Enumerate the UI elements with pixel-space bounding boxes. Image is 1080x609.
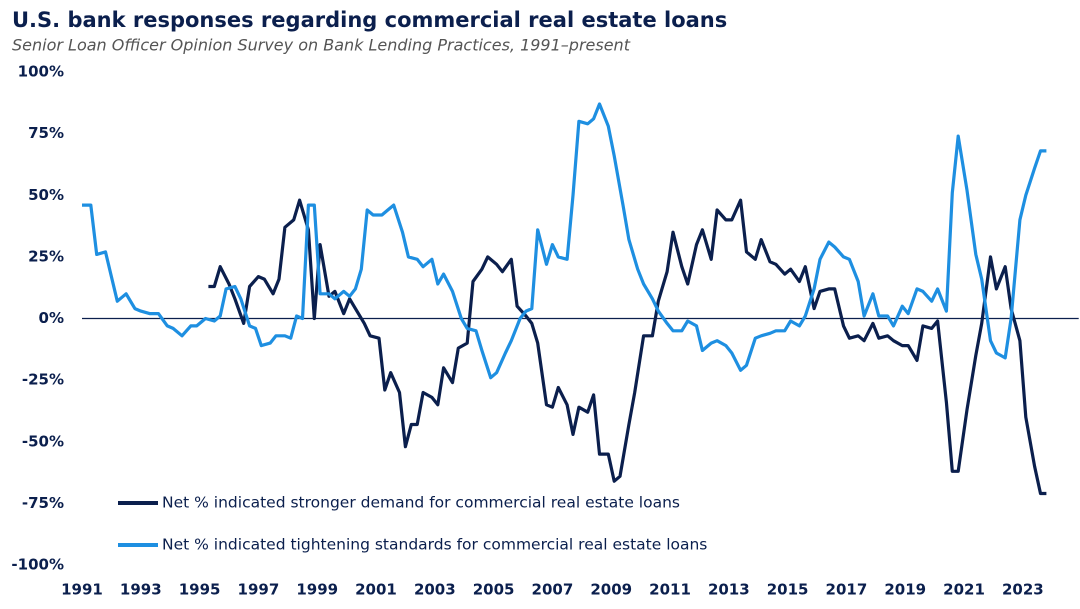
- chart-title: U.S. bank responses regarding commercial…: [12, 8, 727, 32]
- y-tick-label: 75%: [28, 124, 64, 142]
- y-tick-label: 50%: [28, 186, 64, 204]
- x-tick-label: 1997: [238, 581, 280, 599]
- chart-subtitle: Senior Loan Officer Opinion Survey on Ba…: [12, 36, 631, 55]
- x-tick-label: 2005: [473, 581, 515, 599]
- y-tick-label: -25%: [22, 371, 64, 389]
- y-tick-label: -75%: [22, 494, 64, 512]
- x-tick-label: 1999: [296, 581, 338, 599]
- x-tick-label: 1993: [120, 581, 162, 599]
- x-tick-label: 2007: [532, 581, 574, 599]
- x-tick-label: 1995: [179, 581, 221, 599]
- legend-label: Net % indicated stronger demand for comm…: [162, 494, 680, 512]
- x-tick-label: 2015: [767, 581, 809, 599]
- x-tick-label: 2021: [943, 581, 985, 599]
- x-tick-label: 2001: [355, 581, 397, 599]
- x-tick-label: 2009: [590, 581, 632, 599]
- y-tick-label: 0%: [39, 309, 64, 327]
- x-tick-label: 2019: [884, 581, 926, 599]
- legend-label: Net % indicated tightening standards for…: [162, 536, 707, 554]
- x-tick-label: 2017: [826, 581, 868, 599]
- y-tick-label: 25%: [28, 247, 64, 265]
- series-line: [208, 198, 1047, 496]
- x-tick-label: 2003: [414, 581, 456, 599]
- x-tick-label: 2013: [708, 581, 750, 599]
- y-tick-label: -50%: [22, 432, 64, 450]
- series-line: [82, 102, 1047, 380]
- x-tick-label: 1991: [61, 581, 103, 599]
- y-tick-label: -100%: [11, 556, 64, 574]
- x-tick-label: 2023: [1002, 581, 1044, 599]
- y-tick-label: 100%: [18, 63, 64, 81]
- x-tick-label: 2011: [649, 581, 691, 599]
